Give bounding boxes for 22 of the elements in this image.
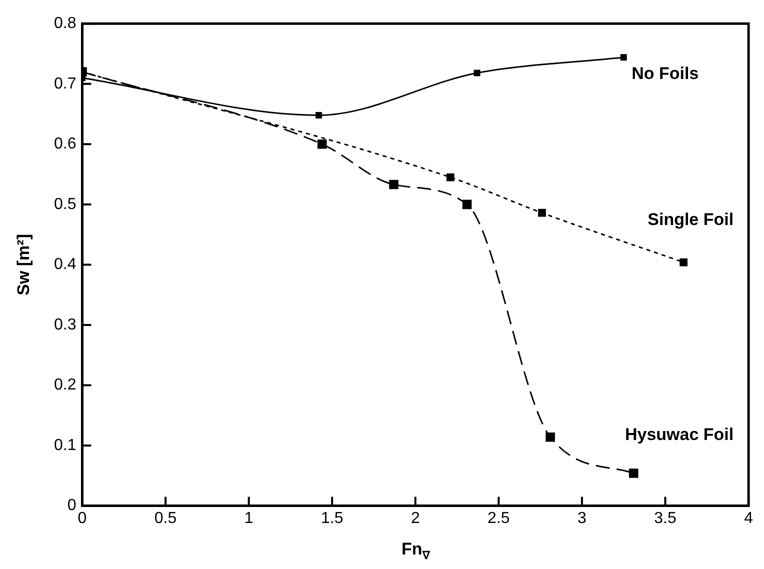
y-tick-label: 0.5 [54, 196, 76, 213]
x-tick-label: 2 [410, 510, 420, 527]
y-tick-label: 0.8 [54, 15, 76, 32]
x-axis-title: Fn∇ [402, 539, 430, 562]
x-tick-label: 0.5 [154, 510, 177, 527]
y-tick-label: 0.3 [54, 316, 76, 334]
y-tick-label: 0.2 [54, 376, 76, 394]
x-tick-label: 1 [244, 510, 254, 527]
y-axis-title: Sw [m²] [14, 234, 33, 296]
x-tick-label: 1.5 [320, 510, 344, 527]
series-label: No Foils [632, 64, 699, 84]
x-tick-label: 2.5 [488, 510, 510, 527]
y-tick-label: 0.7 [54, 75, 76, 92]
y-tick-label: 0.1 [54, 436, 76, 454]
x-tick-label: 4 [744, 510, 754, 527]
x-tick-label: 3.5 [654, 510, 676, 527]
x-tick-label: 3 [578, 510, 587, 527]
y-tick-label: 0.6 [54, 136, 76, 153]
series-label: Hysuwac Foil [624, 424, 734, 444]
y-tick-label: 0 [67, 497, 76, 514]
series-label: Single Foil [648, 210, 734, 229]
y-tick-label: 0.4 [54, 256, 76, 274]
